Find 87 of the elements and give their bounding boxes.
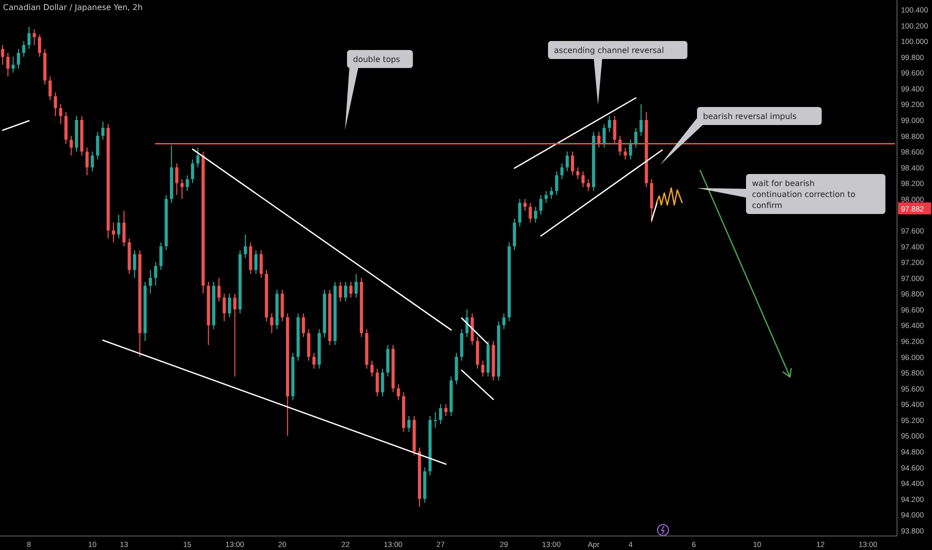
candlestick [90, 151, 94, 172]
candlestick [454, 352, 458, 385]
candlestick [396, 384, 400, 401]
candlestick [544, 190, 548, 204]
candlestick [570, 151, 574, 176]
candlestick [38, 34, 42, 58]
candlestick [439, 404, 442, 424]
candlestick [386, 344, 390, 378]
candlestick [254, 250, 258, 274]
chart-title: Canadian Dollar / Japanese Yen, 2h [3, 3, 143, 12]
candlestick [228, 293, 232, 318]
candlestick [528, 202, 532, 224]
candlestick [59, 104, 62, 124]
candlestick [302, 312, 305, 338]
annotation: ascending channel reversal [554, 46, 664, 55]
candlestick [117, 214, 120, 239]
candlestick [180, 178, 184, 200]
candlestick [191, 158, 194, 184]
candlestick [581, 170, 585, 188]
candlestick [1, 44, 4, 66]
candlestick [70, 135, 73, 156]
candlestick [434, 412, 437, 428]
candlestick [222, 293, 226, 322]
candlestick [175, 162, 178, 196]
candlestick [476, 336, 480, 370]
candlestick [576, 166, 580, 180]
candlestick [518, 198, 522, 228]
candlestick [586, 178, 590, 192]
candlestick [640, 104, 643, 136]
candlestick [539, 194, 542, 216]
candlestick [370, 360, 374, 378]
candlestick [159, 242, 163, 270]
candlestick [307, 328, 310, 362]
candlestick [613, 116, 616, 144]
candlestick [344, 281, 348, 302]
candlestick [380, 368, 384, 397]
candlestick [512, 218, 516, 251]
candlestick [349, 281, 352, 298]
candlestick [312, 352, 316, 370]
candlestick [154, 262, 158, 286]
candlestick [64, 112, 68, 144]
candlestick [550, 186, 553, 200]
candlestick [32, 28, 36, 46]
candlestick [608, 116, 612, 132]
candlestick [376, 368, 379, 397]
candlestick [217, 277, 221, 302]
candlestick [85, 147, 89, 176]
annotation: bearish reversal impuls [703, 112, 797, 121]
candlestick [523, 198, 527, 212]
candlestick [54, 92, 57, 117]
candlestick [444, 404, 448, 417]
candlestick [470, 312, 474, 346]
candlestick [122, 210, 126, 247]
candlestick [233, 293, 236, 378]
candlestick [481, 360, 484, 378]
candlestick [460, 328, 464, 362]
candlestick [6, 52, 10, 78]
candlestick [560, 162, 564, 180]
candlestick [22, 40, 26, 58]
candlestick [196, 147, 200, 168]
candlestick [555, 170, 558, 196]
candlestick [112, 222, 116, 243]
annotation: wait for bearish continuation correction to confirm [752, 179, 856, 210]
candlestick [502, 312, 506, 330]
annotation: double tops [353, 55, 400, 64]
candlestick [338, 281, 342, 302]
candlestick [27, 26, 31, 50]
candlestick [624, 147, 627, 160]
candlestick [96, 131, 100, 160]
candlestick [407, 416, 411, 432]
candlestick [280, 289, 284, 322]
candlestick [354, 273, 358, 298]
candlestick [101, 121, 104, 140]
candlestick [244, 234, 247, 259]
candlestick [634, 127, 638, 148]
candlestick [132, 250, 136, 278]
candlestick [12, 56, 15, 74]
candlestick [602, 123, 606, 148]
candlestick [249, 242, 252, 274]
candlestick [260, 250, 263, 278]
candlestick [270, 312, 274, 334]
candlestick [48, 76, 52, 101]
candlestick [534, 206, 538, 224]
candlestick [16, 48, 20, 70]
candlestick [566, 151, 569, 172]
candlestick [148, 269, 152, 294]
candlestick [186, 174, 189, 192]
